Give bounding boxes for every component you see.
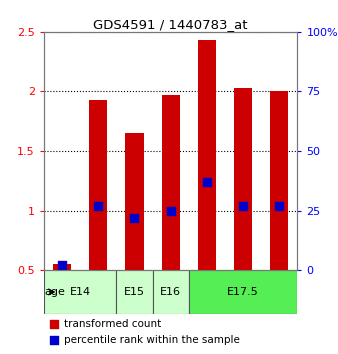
Bar [270, 91, 288, 270]
Point [96, 203, 101, 209]
Bar [89, 100, 107, 270]
Bar [189, 270, 297, 314]
Bar [125, 133, 144, 270]
Point [204, 179, 210, 185]
Text: E16: E16 [160, 287, 181, 297]
Point [51, 337, 57, 343]
Text: E15: E15 [124, 287, 145, 297]
Text: E14: E14 [70, 287, 91, 297]
Point [168, 208, 173, 213]
Bar [234, 88, 252, 270]
Point [276, 203, 282, 209]
Point [132, 215, 137, 221]
Point [240, 203, 246, 209]
Bar [162, 95, 180, 270]
Text: transformed count: transformed count [64, 319, 162, 329]
Bar [198, 40, 216, 270]
Bar [44, 270, 116, 314]
Point [59, 263, 65, 268]
Title: GDS4591 / 1440783_at: GDS4591 / 1440783_at [93, 18, 248, 31]
Point [51, 321, 57, 327]
Text: age: age [44, 287, 65, 297]
Text: E17.5: E17.5 [227, 287, 259, 297]
Bar [152, 270, 189, 314]
Bar [53, 264, 71, 270]
Text: percentile rank within the sample: percentile rank within the sample [64, 335, 240, 345]
Bar [116, 270, 152, 314]
